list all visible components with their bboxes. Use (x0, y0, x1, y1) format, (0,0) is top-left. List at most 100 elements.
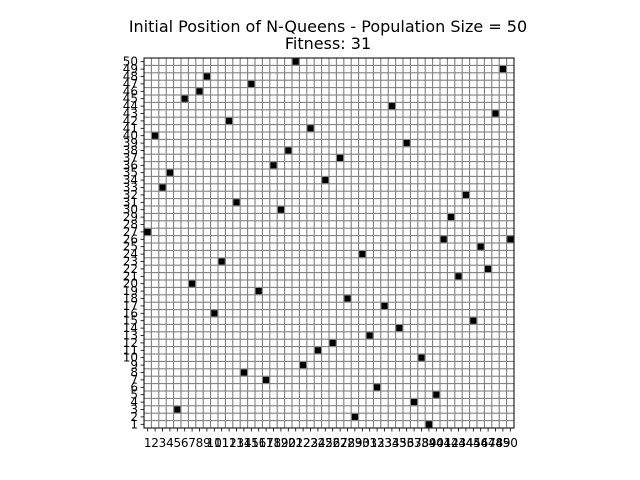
board-square (196, 199, 203, 206)
board-square (373, 117, 381, 125)
x-tick-label: 42 (443, 436, 458, 450)
board-square (455, 125, 462, 132)
board-square (270, 110, 277, 117)
board-square (381, 117, 388, 125)
board-square (285, 413, 292, 421)
board-square (462, 65, 470, 73)
board-square (174, 369, 181, 376)
board-square (462, 236, 470, 243)
board-square (507, 354, 514, 361)
board-square (174, 228, 181, 236)
board-square (159, 354, 166, 361)
board-square (240, 65, 248, 73)
board-square (381, 361, 388, 369)
board-square (507, 125, 514, 132)
board-square (477, 110, 484, 117)
board-square (462, 265, 470, 273)
board-square (492, 302, 499, 310)
board-square (470, 324, 477, 332)
board-square (433, 162, 440, 169)
board-square (396, 376, 403, 384)
board-square (270, 206, 277, 213)
board-square (181, 65, 188, 73)
board-square (277, 95, 285, 102)
board-square (484, 258, 492, 265)
board-square (262, 88, 270, 95)
board-square (344, 65, 351, 73)
board-square (262, 280, 270, 287)
board-square (484, 332, 492, 339)
board-square (336, 117, 344, 125)
x-tick-label: 41 (436, 436, 451, 450)
board-square (292, 169, 299, 176)
board-square (470, 258, 477, 265)
board-square (188, 191, 196, 199)
board-square (314, 176, 322, 184)
x-tick-label: 10 (207, 436, 222, 450)
board-square (314, 132, 322, 139)
board-square (447, 88, 455, 95)
board-square (203, 332, 211, 339)
board-square (188, 73, 196, 80)
board-square (270, 88, 277, 95)
board-square (292, 65, 299, 73)
x-tick-label: 11 (214, 436, 229, 450)
board-square (307, 95, 314, 102)
queen-marks (144, 58, 514, 428)
board-square (255, 413, 262, 421)
board-square (373, 95, 381, 102)
board-square (359, 361, 366, 369)
x-tick-label: 39 (421, 436, 436, 450)
queen-mark (485, 265, 492, 272)
board-square (396, 391, 403, 398)
queen-mark (152, 132, 159, 139)
board-square (462, 95, 470, 102)
board-square (344, 58, 351, 65)
board-square (151, 117, 159, 125)
board-square (255, 147, 262, 154)
board-square (359, 221, 366, 228)
board-square (188, 421, 196, 428)
board-square (307, 317, 314, 324)
y-tick-label: 6 (130, 380, 138, 394)
board-square (433, 369, 440, 376)
board-square (255, 73, 262, 80)
board-square (462, 369, 470, 376)
board-square (447, 369, 455, 376)
board-square (174, 206, 181, 213)
board-square (233, 391, 240, 398)
board-square (425, 102, 433, 110)
board-square (440, 80, 447, 88)
board-square (159, 369, 166, 376)
board-square (299, 413, 307, 421)
board-square (307, 243, 314, 250)
board-square (336, 354, 344, 361)
board-square (299, 162, 307, 169)
board-square (270, 221, 277, 228)
board-square (277, 421, 285, 428)
board-square (470, 88, 477, 95)
board-square (299, 265, 307, 273)
board-square (151, 280, 159, 287)
board-square (462, 384, 470, 391)
x-tick-label: 17 (258, 436, 273, 450)
board-square (388, 354, 396, 361)
board-square (344, 206, 351, 213)
board-square (410, 102, 418, 110)
board-square (433, 295, 440, 302)
board-square (336, 413, 344, 421)
board-square (262, 213, 270, 221)
board-square (240, 376, 248, 384)
board-square (492, 88, 499, 95)
board-square (403, 221, 410, 228)
board-square (410, 332, 418, 339)
board-square (470, 95, 477, 102)
board-square (233, 250, 240, 258)
board-square (499, 221, 507, 228)
board-square (211, 73, 218, 80)
board-square (292, 213, 299, 221)
board-square (233, 191, 240, 199)
board-square (388, 176, 396, 184)
board-square (344, 236, 351, 243)
board-square (336, 361, 344, 369)
